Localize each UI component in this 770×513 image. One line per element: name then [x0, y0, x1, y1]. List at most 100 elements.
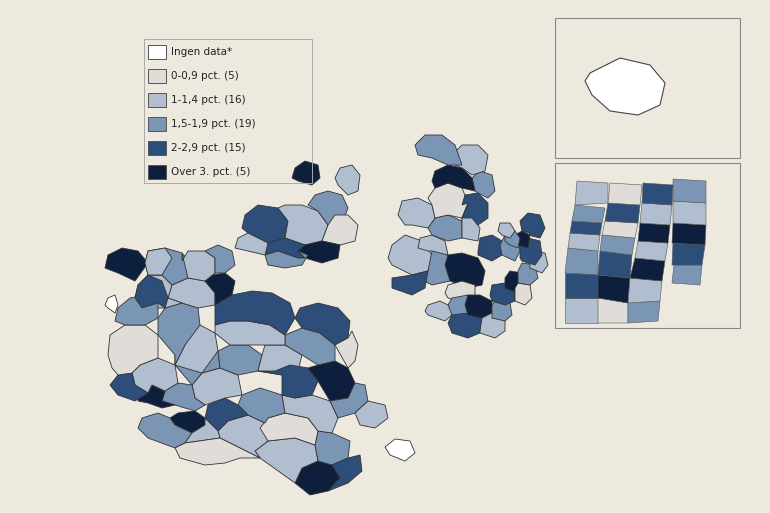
Polygon shape	[505, 271, 525, 293]
Polygon shape	[490, 283, 515, 305]
Polygon shape	[295, 303, 350, 345]
Bar	[144, 39, 312, 183]
Polygon shape	[452, 145, 488, 175]
Polygon shape	[215, 321, 285, 345]
Polygon shape	[672, 243, 705, 265]
Polygon shape	[528, 251, 548, 273]
Text: 1-1,4 pct. (16): 1-1,4 pct. (16)	[171, 95, 246, 105]
Polygon shape	[242, 205, 288, 243]
Polygon shape	[388, 235, 432, 275]
Bar	[148, 45, 166, 59]
Polygon shape	[412, 251, 455, 285]
Polygon shape	[170, 411, 205, 433]
Polygon shape	[265, 238, 305, 258]
Polygon shape	[105, 248, 148, 281]
Bar	[148, 117, 166, 131]
Polygon shape	[565, 248, 598, 275]
Polygon shape	[298, 241, 340, 263]
Polygon shape	[565, 298, 598, 323]
Bar	[148, 93, 166, 107]
Polygon shape	[672, 223, 706, 245]
Polygon shape	[585, 58, 665, 115]
Text: 1,5-1,9 pct. (19): 1,5-1,9 pct. (19)	[171, 119, 256, 129]
Polygon shape	[598, 251, 632, 278]
Polygon shape	[235, 233, 268, 255]
Polygon shape	[162, 383, 205, 411]
Bar	[148, 69, 166, 83]
Polygon shape	[630, 258, 665, 281]
Polygon shape	[175, 343, 220, 385]
Polygon shape	[602, 221, 638, 238]
Polygon shape	[172, 325, 218, 373]
Polygon shape	[465, 295, 492, 318]
Polygon shape	[642, 183, 673, 205]
Polygon shape	[205, 398, 248, 431]
Polygon shape	[285, 328, 335, 365]
Polygon shape	[205, 245, 235, 273]
Polygon shape	[445, 253, 485, 288]
Polygon shape	[518, 263, 538, 285]
Text: Ingen data*: Ingen data*	[171, 47, 232, 57]
Polygon shape	[418, 235, 448, 255]
Polygon shape	[138, 413, 192, 448]
Polygon shape	[478, 235, 502, 261]
Polygon shape	[673, 179, 706, 203]
Polygon shape	[265, 251, 308, 268]
Polygon shape	[638, 223, 670, 243]
Polygon shape	[105, 295, 118, 313]
Polygon shape	[215, 291, 295, 335]
Polygon shape	[335, 165, 360, 195]
Polygon shape	[135, 275, 182, 308]
Polygon shape	[110, 373, 148, 401]
Polygon shape	[568, 233, 600, 251]
Polygon shape	[505, 231, 520, 248]
Polygon shape	[385, 439, 415, 461]
Polygon shape	[238, 388, 285, 423]
Polygon shape	[673, 201, 706, 225]
Polygon shape	[308, 361, 355, 401]
Polygon shape	[570, 221, 602, 235]
Polygon shape	[218, 415, 268, 458]
Polygon shape	[415, 135, 462, 165]
Polygon shape	[572, 205, 605, 223]
Polygon shape	[445, 281, 475, 303]
Polygon shape	[258, 345, 302, 375]
Polygon shape	[255, 438, 318, 483]
Polygon shape	[108, 325, 158, 375]
Polygon shape	[432, 165, 475, 191]
Bar	[555, 163, 740, 328]
Polygon shape	[292, 161, 320, 185]
Polygon shape	[115, 295, 158, 325]
Polygon shape	[308, 191, 348, 225]
Polygon shape	[462, 218, 480, 241]
Polygon shape	[565, 273, 598, 298]
Polygon shape	[628, 301, 660, 323]
Polygon shape	[138, 385, 175, 408]
Polygon shape	[328, 455, 362, 491]
Polygon shape	[260, 413, 318, 445]
Polygon shape	[355, 401, 388, 428]
Polygon shape	[185, 418, 220, 443]
Polygon shape	[628, 278, 662, 303]
Polygon shape	[605, 203, 640, 223]
Polygon shape	[635, 241, 668, 261]
Polygon shape	[428, 215, 462, 241]
Polygon shape	[392, 271, 428, 295]
Bar	[148, 165, 166, 179]
Polygon shape	[330, 383, 368, 418]
Polygon shape	[145, 248, 172, 275]
Polygon shape	[520, 213, 545, 238]
Polygon shape	[448, 313, 482, 338]
Polygon shape	[425, 301, 452, 321]
Polygon shape	[158, 303, 200, 365]
Polygon shape	[598, 275, 630, 303]
Polygon shape	[278, 205, 328, 245]
Polygon shape	[515, 283, 532, 305]
Polygon shape	[295, 461, 340, 495]
Polygon shape	[600, 235, 635, 255]
Text: Over 3. pct. (5): Over 3. pct. (5)	[171, 167, 250, 177]
Polygon shape	[175, 438, 260, 465]
Polygon shape	[282, 395, 338, 433]
Polygon shape	[335, 331, 358, 368]
Polygon shape	[218, 345, 262, 375]
